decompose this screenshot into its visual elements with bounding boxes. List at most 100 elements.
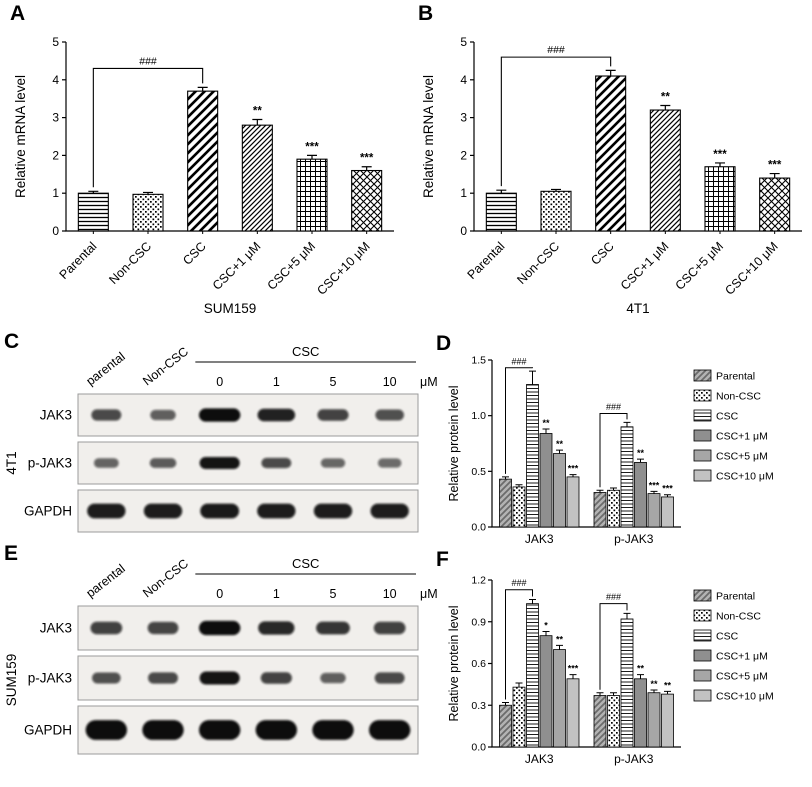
error-bar bbox=[610, 692, 617, 696]
panel-letter-d: D bbox=[436, 332, 452, 355]
y-axis-label: Relative mRNA level bbox=[13, 75, 28, 198]
significance-label: *** bbox=[768, 160, 782, 172]
y-tick-label: 1.2 bbox=[471, 575, 486, 587]
significance-label: *** bbox=[305, 141, 319, 153]
cell-line-label: 4T1 bbox=[4, 451, 19, 474]
bracket-label: ### bbox=[606, 592, 621, 602]
bar bbox=[647, 493, 661, 528]
y-tick-label: 0.0 bbox=[471, 522, 486, 534]
y-tick-label: 0 bbox=[460, 224, 467, 238]
blot-band bbox=[93, 458, 119, 468]
legend-swatch bbox=[693, 669, 712, 682]
blot-band bbox=[320, 458, 346, 468]
error-bar bbox=[252, 118, 263, 126]
blot-band bbox=[373, 621, 406, 635]
error-bar bbox=[660, 104, 671, 111]
bar bbox=[512, 686, 526, 748]
bar bbox=[241, 124, 273, 232]
blot-band bbox=[198, 620, 241, 636]
error-bar bbox=[605, 69, 616, 77]
error-bar bbox=[361, 166, 372, 171]
bar bbox=[634, 678, 647, 748]
bar bbox=[187, 90, 219, 232]
significance-label: *** bbox=[662, 484, 673, 494]
legend-label: CSC+10 μM bbox=[716, 471, 774, 483]
error-bar bbox=[542, 630, 550, 636]
error-bar bbox=[556, 644, 563, 650]
error-bar bbox=[515, 682, 523, 688]
dose-label: 5 bbox=[330, 587, 337, 601]
treatment-label: CSC bbox=[292, 556, 319, 571]
bracket-label: ### bbox=[511, 578, 526, 588]
panel-letter-e: E bbox=[4, 542, 19, 565]
blot-band bbox=[198, 720, 241, 740]
blot-band bbox=[87, 503, 126, 519]
bar bbox=[526, 384, 539, 528]
blot-band bbox=[260, 672, 292, 684]
y-tick-label: 2 bbox=[52, 148, 59, 162]
protein-row-label: JAK3 bbox=[40, 408, 72, 423]
group-label: p-JAK3 bbox=[614, 532, 654, 546]
panel-e: E parental Non-CSC CSC 0 1 5 10 μM JAK3 p-JAK3 GAP… bbox=[0, 542, 438, 787]
chart-title: 4T1 bbox=[626, 301, 649, 316]
dose-label: 10 bbox=[383, 375, 397, 389]
error-bar bbox=[502, 701, 509, 706]
blot-band bbox=[377, 458, 402, 468]
axes bbox=[65, 42, 394, 232]
protein-row-label: p-JAK3 bbox=[28, 671, 72, 686]
legend-swatch bbox=[693, 629, 712, 642]
y-axis-label: Relative protein level bbox=[447, 605, 461, 721]
error-bar bbox=[596, 489, 604, 493]
bar bbox=[661, 496, 674, 528]
blot-band bbox=[255, 720, 298, 740]
y-tick-label: 1.0 bbox=[471, 410, 486, 422]
significance-label: *** bbox=[649, 480, 660, 490]
treatment-label: CSC bbox=[292, 344, 319, 359]
group-label: JAK3 bbox=[525, 752, 554, 766]
error-bar bbox=[502, 476, 509, 480]
error-bar bbox=[496, 189, 507, 194]
panel-d: D 0.0 0.5 1.0 1.5 Relative protein level ** **… bbox=[432, 332, 812, 546]
error-bar bbox=[623, 421, 631, 427]
error-bar bbox=[769, 172, 780, 179]
mrna-bar-chart-4t1: 0 1 2 3 4 5 Relative mRNA level Parental Non-CSC… bbox=[421, 35, 802, 316]
protein-row-label: JAK3 bbox=[40, 621, 72, 636]
bracket-label: ### bbox=[547, 44, 565, 56]
blot-strip bbox=[77, 655, 419, 701]
error-bar bbox=[664, 690, 671, 695]
dose-label: 10 bbox=[383, 587, 397, 601]
legend-label: Parental bbox=[716, 371, 755, 383]
bar bbox=[526, 603, 539, 748]
bar bbox=[595, 75, 627, 232]
bar bbox=[296, 158, 328, 232]
blot-band bbox=[261, 457, 292, 469]
x-tick-label: Non-CSC bbox=[514, 239, 562, 287]
error-bar bbox=[529, 370, 536, 385]
comparison-bracket bbox=[599, 412, 628, 488]
lane-label: Non-CSC bbox=[140, 344, 191, 388]
blot-band bbox=[143, 503, 183, 519]
bar bbox=[647, 692, 661, 748]
blot-band bbox=[198, 408, 241, 422]
legend-swatch bbox=[693, 649, 712, 662]
blot-band bbox=[147, 621, 179, 635]
bar bbox=[607, 489, 620, 528]
y-tick-label: 3 bbox=[460, 111, 467, 125]
bar bbox=[499, 478, 512, 528]
x-tick-label: CSC bbox=[180, 239, 209, 268]
error-bar bbox=[637, 674, 644, 679]
dose-label: 0 bbox=[216, 375, 223, 389]
blot-band bbox=[142, 720, 184, 740]
significance-label: ** bbox=[542, 418, 550, 428]
panel-letter-b: B bbox=[418, 2, 434, 25]
blot-band bbox=[313, 503, 353, 519]
error-bar bbox=[650, 689, 658, 693]
error-bar bbox=[569, 474, 577, 477]
y-tick-label: 1.5 bbox=[471, 355, 486, 367]
blot-band bbox=[317, 409, 349, 421]
blot-strip bbox=[77, 705, 419, 755]
y-tick-label: 0.9 bbox=[471, 616, 486, 628]
y-tick-label: 0.0 bbox=[471, 742, 486, 754]
lane-label: parental bbox=[84, 562, 128, 601]
